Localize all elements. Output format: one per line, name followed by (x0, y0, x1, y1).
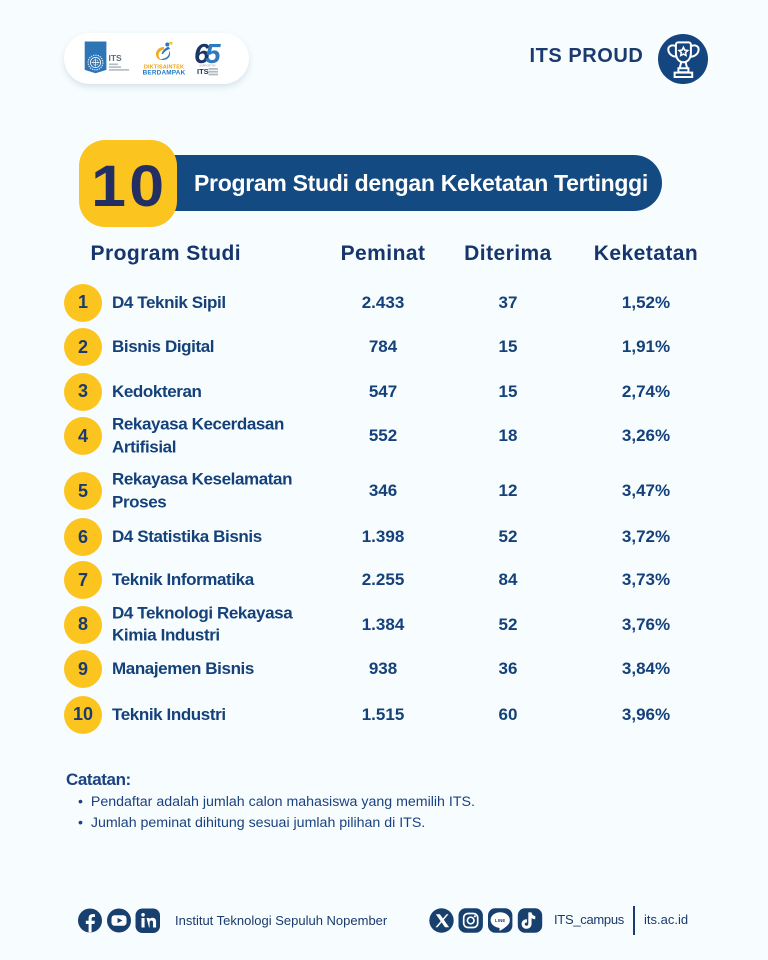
svg-text:ITS: ITS (197, 67, 209, 76)
svg-text:6: 6 (194, 38, 210, 69)
svg-text:BERDAMPAK: BERDAMPAK (143, 70, 186, 77)
svg-text:LINE: LINE (495, 918, 506, 923)
svg-text:5: 5 (205, 38, 221, 69)
svg-text:DIKTISAINTEK: DIKTISAINTEK (144, 64, 184, 70)
svg-text:SUPPORT BY: SUPPORT BY (199, 64, 216, 68)
svg-text:ITS: ITS (109, 53, 123, 63)
